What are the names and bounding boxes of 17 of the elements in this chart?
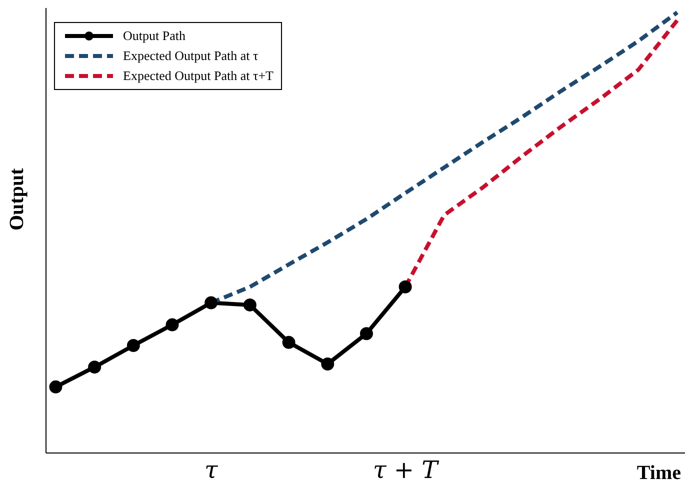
point <box>360 327 373 340</box>
point <box>398 280 412 294</box>
legend-label: Expected Output Path at τ+T <box>123 67 274 85</box>
x-tick-label: τ + T <box>372 456 440 484</box>
point <box>204 296 218 310</box>
point <box>282 336 296 349</box>
point <box>321 358 334 370</box>
legend-label: Output Path <box>123 27 186 45</box>
legend-label: Expected Output Path at τ <box>123 47 258 65</box>
point <box>49 380 62 394</box>
point <box>126 338 140 352</box>
y-axis-title: Output <box>6 168 28 230</box>
x-tick-label: τ <box>204 456 218 484</box>
point <box>166 318 179 332</box>
point <box>243 298 256 312</box>
x-axis-title: Time <box>636 462 682 484</box>
point <box>88 360 102 374</box>
